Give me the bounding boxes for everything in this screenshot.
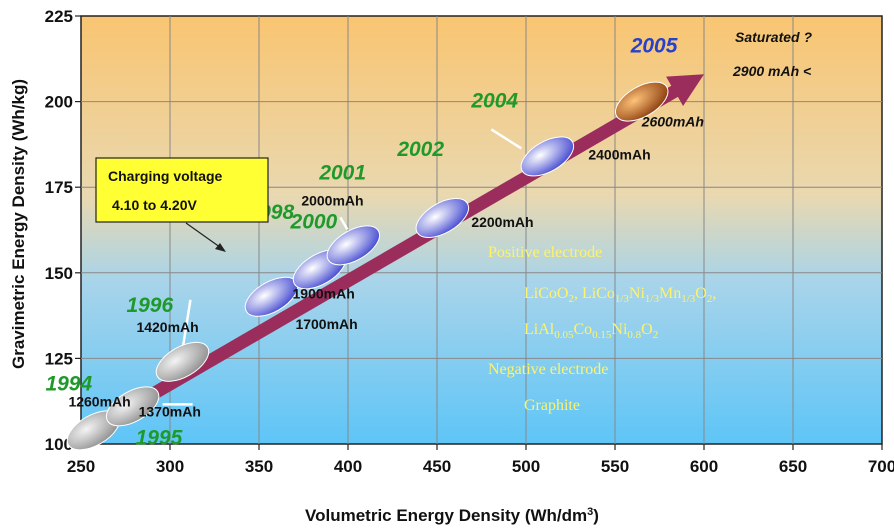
y-tick-label: 200 [45, 93, 73, 112]
saturated-value: 2900 mAh < [732, 63, 811, 79]
capacity-label-2002: 2200mAh [471, 214, 533, 230]
x-tick-label: 700 [868, 457, 894, 476]
x-tick-label: 400 [334, 457, 362, 476]
x-tick-label: 450 [423, 457, 451, 476]
x-axis-ticks: 250 300 350 400 450 500 550 600 650 700 [67, 444, 894, 476]
capacity-label-2005: 2600mAh [641, 114, 704, 130]
year-label-2002: 2002 [396, 138, 444, 161]
capacity-label-2001: 2000mAh [301, 192, 363, 208]
x-tick-label: 500 [512, 457, 540, 476]
x-tick-label: 250 [67, 457, 95, 476]
x-tick-label: 650 [779, 457, 807, 476]
graphite-label: Graphite [524, 397, 580, 414]
x-tick-label: 350 [245, 457, 273, 476]
x-tick-label: 300 [156, 457, 184, 476]
capacity-label-2000: 1900mAh [293, 285, 355, 301]
capacity-label-1998: 1700mAh [295, 316, 357, 332]
year-label-2000: 2000 [290, 210, 338, 233]
year-label-2001: 2001 [318, 161, 366, 184]
charging-voltage-line1: Charging voltage [108, 168, 223, 184]
y-tick-label: 175 [45, 178, 73, 197]
positive-electrode-label: Positive electrode [488, 244, 602, 261]
year-label-1994: 1994 [45, 372, 92, 395]
capacity-label-1995: 1370mAh [139, 403, 201, 419]
y-axis-label: Gravimetric Energy Density (Wh/kg) [9, 79, 28, 369]
capacity-label-2004: 2400mAh [588, 146, 650, 162]
negative-electrode-label: Negative electrode [488, 361, 608, 378]
x-tick-label: 600 [690, 457, 718, 476]
year-label-2005: 2005 [630, 35, 678, 58]
capacity-label-1994: 1260mAh [68, 393, 130, 409]
year-label-1996: 1996 [126, 294, 173, 317]
year-label-2004: 2004 [470, 89, 518, 112]
x-tick-label: 550 [601, 457, 629, 476]
charging-voltage-line2: 4.10 to 4.20V [112, 197, 197, 213]
capacity-label-1996: 1420mAh [136, 319, 198, 335]
y-tick-label: 225 [45, 7, 73, 26]
x-axis-label: Volumetric Energy Density (Wh/dm3) [305, 506, 599, 525]
y-tick-label: 150 [45, 264, 73, 283]
y-tick-label: 125 [45, 349, 73, 368]
saturated-label: Saturated ? [735, 29, 812, 45]
year-label-1995: 1995 [136, 426, 183, 449]
